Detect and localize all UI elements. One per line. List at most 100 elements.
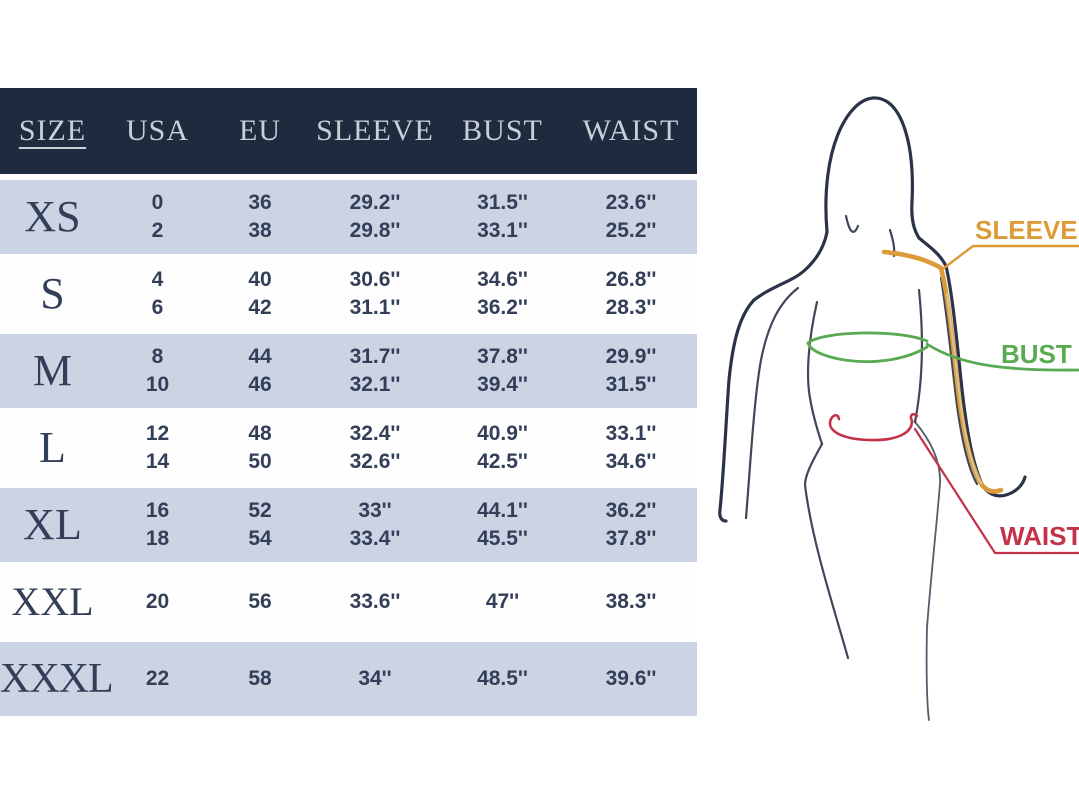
cell-sleeve: 33'' 33.4'': [310, 498, 440, 552]
value-line: 18: [145, 527, 170, 550]
value-line: 58: [248, 667, 272, 690]
value-line: 8: [151, 345, 164, 368]
sleeve-label: SLEEVE: [975, 215, 1078, 245]
value-line: 38: [248, 219, 272, 242]
value-line: 10: [145, 373, 170, 396]
waist-label: WAIST: [1000, 521, 1079, 551]
hip-leg-left: [803, 442, 850, 660]
cell-bust: 47'': [440, 589, 565, 615]
value-line: 26.8'': [605, 268, 657, 291]
value-line: 48.5'': [477, 667, 528, 690]
cell-eu: 44 46: [210, 344, 310, 398]
value-line: 2: [151, 219, 164, 242]
column-header-eu: EU: [239, 114, 281, 147]
value-line: 31.5'': [477, 191, 528, 214]
value-line: 39.6'': [605, 667, 657, 690]
size-label: XL: [23, 500, 82, 549]
value-line: 31.1'': [349, 296, 401, 319]
cell-bust: 34.6'' 36.2'': [440, 267, 565, 321]
value-line: 32.4'': [349, 422, 401, 445]
cell-bust: 31.5'' 33.1'': [440, 190, 565, 244]
cell-usa: 8 10: [105, 344, 210, 398]
value-line: 6: [151, 296, 164, 319]
value-line: 16: [145, 499, 170, 522]
value-line: 34.6'': [477, 268, 528, 291]
head-outline: [824, 96, 921, 240]
arm-right-inner: [939, 276, 979, 486]
size-label: XS: [24, 192, 81, 241]
value-line: 48: [248, 422, 272, 445]
column-header-waist: WAIST: [582, 114, 680, 147]
table-row-xxxl: XXXL 22 58 34'' 48.5'' 39.6'': [0, 642, 697, 716]
value-line: 31.5'': [605, 373, 657, 396]
value-line: 44: [248, 345, 272, 368]
cell-usa: 12 14: [105, 421, 210, 475]
torso-left: [806, 300, 824, 446]
value-line: 40: [248, 268, 272, 291]
cell-waist: 29.9'' 31.5'': [565, 344, 697, 398]
cell-sleeve: 31.7'' 32.1'': [310, 344, 440, 398]
value-line: 42.5'': [477, 450, 528, 473]
value-line: 40.9'': [477, 422, 528, 445]
value-line: 46: [248, 373, 272, 396]
measurement-figure: SLEEVE BUST WAIST: [718, 96, 1079, 721]
value-line: 12: [145, 422, 170, 445]
value-line: 33.1'': [477, 219, 528, 242]
value-line: 0: [151, 191, 164, 214]
cell-eu: 40 42: [210, 267, 310, 321]
table-row-m: M 8 10 44 46 31.7'' 32.1'' 37.8'' 39.4'' 29.…: [0, 334, 697, 408]
cell-bust: 48.5'': [440, 666, 565, 692]
cell-waist: 39.6'': [565, 666, 697, 692]
cell-sleeve: 29.2'' 29.8'': [310, 190, 440, 244]
value-line: 29.8'': [349, 219, 401, 242]
value-line: 54: [248, 527, 272, 550]
size-table: SIZE USA EU SLEEVE BUST WAIST XS 0 2 36 38…: [0, 88, 697, 719]
torso-right: [913, 288, 924, 424]
column-header-size: SIZE: [18, 114, 87, 147]
table-header-row: SIZE USA EU SLEEVE BUST WAIST: [0, 88, 697, 174]
table-row-xxl: XXL 20 56 33.6'' 47'' 38.3'': [0, 565, 697, 639]
cell-usa: 22: [105, 666, 210, 692]
value-line: 29.9'': [605, 345, 657, 368]
size-label: XXL: [11, 579, 94, 624]
table-row-l: L 12 14 48 50 32.4'' 32.6'' 40.9'' 42.5'' 33…: [0, 411, 697, 485]
value-line: 50: [248, 450, 272, 473]
cell-usa: 20: [105, 589, 210, 615]
cell-waist: 23.6'' 25.2'': [565, 190, 697, 244]
value-line: 29.2'': [349, 191, 401, 214]
body-outline-lines: [718, 96, 1027, 721]
cell-sleeve: 33.6'': [310, 589, 440, 615]
value-line: 31.7'': [349, 345, 401, 368]
hair-strand-left: [844, 214, 860, 233]
value-line: 36: [248, 191, 272, 214]
column-header-sleeve: SLEEVE: [316, 114, 434, 147]
cell-eu: 58: [210, 666, 310, 692]
value-line: 28.3'': [605, 296, 657, 319]
value-line: 20: [145, 590, 170, 613]
sleeve-leader-underline: [942, 244, 1079, 270]
bust-line-bottom: [806, 341, 929, 363]
cell-waist: 26.8'' 28.3'': [565, 267, 697, 321]
value-line: 37.8'': [605, 527, 657, 550]
value-line: 45.5'': [477, 527, 528, 550]
value-line: 30.6'': [349, 268, 401, 291]
value-line: 23.6'': [605, 191, 657, 214]
cell-sleeve: 32.4'' 32.6'': [310, 421, 440, 475]
cell-usa: 16 18: [105, 498, 210, 552]
value-line: 14: [145, 450, 170, 473]
value-line: 33'': [358, 499, 392, 522]
cell-waist: 36.2'' 37.8'': [565, 498, 697, 552]
value-line: 32.6'': [349, 450, 401, 473]
waist-line-end-right: [909, 412, 919, 423]
value-line: 37.8'': [477, 345, 528, 368]
cell-waist: 33.1'' 34.6'': [565, 421, 697, 475]
cell-eu: 56: [210, 589, 310, 615]
value-line: 47'': [485, 590, 520, 613]
waist-line-end-left: [829, 413, 841, 421]
arm-left-inner: [744, 286, 800, 520]
value-line: 44.1'': [477, 499, 528, 522]
table-row-xs: XS 0 2 36 38 29.2'' 29.8'' 31.5'' 33.1'' 23.…: [0, 180, 697, 254]
waist-line: [828, 417, 914, 442]
column-header-bust: BUST: [462, 114, 543, 147]
